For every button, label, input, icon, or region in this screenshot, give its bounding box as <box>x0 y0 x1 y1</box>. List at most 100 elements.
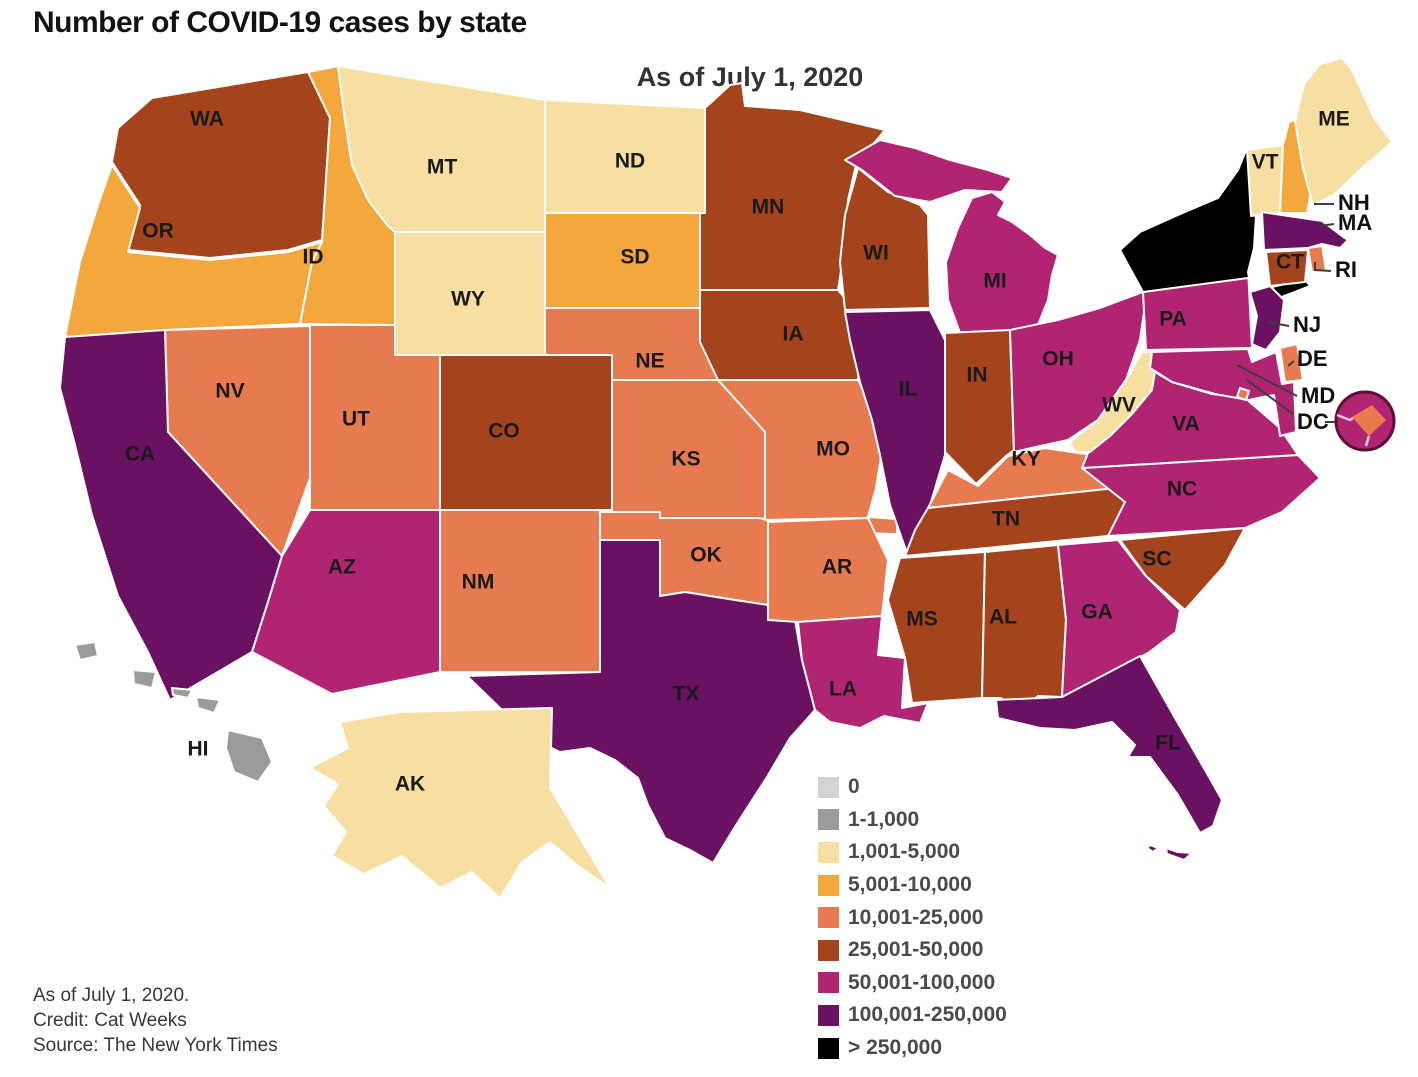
legend-label: 1,001-5,000 <box>848 840 961 864</box>
state-label-nv: NV <box>215 380 244 403</box>
state-label-nh: NH <box>1338 190 1370 215</box>
dc-inset-river-south <box>1364 435 1371 447</box>
callout-line-ri <box>1314 262 1332 272</box>
state-label-tn: TN <box>992 508 1020 531</box>
state-label-mn: MN <box>752 196 785 219</box>
state-la <box>797 615 929 729</box>
state-ma <box>1261 211 1349 251</box>
state-label-in: IN <box>967 364 988 387</box>
state-label-ri: RI <box>1335 257 1357 282</box>
state-label-co: CO <box>488 420 520 443</box>
state-ia <box>699 289 863 381</box>
state-label-pa: PA <box>1159 308 1187 331</box>
page-title: Number of COVID-19 cases by state <box>33 6 527 39</box>
legend-row-0: 0 <box>818 771 1007 804</box>
state-label-sd: SD <box>620 246 649 269</box>
credit-line-date: As of July 1, 2020. <box>33 985 190 1006</box>
state-label-oh: OH <box>1042 348 1074 371</box>
state-oh <box>1009 291 1147 453</box>
legend-label: 5,001-10,000 <box>848 873 972 897</box>
callout-line-md <box>1236 364 1298 397</box>
legend-row-2: 1,001-5,000 <box>818 836 1007 869</box>
state-label-az: AZ <box>328 556 356 579</box>
legend-label: 50,001-100,000 <box>848 970 996 994</box>
state-nj <box>1249 285 1285 351</box>
state-il <box>844 309 946 557</box>
callout-line-ma <box>1319 223 1335 227</box>
state-label-ky: KY <box>1011 448 1040 471</box>
state-label-ca: CA <box>125 443 155 466</box>
legend-label: > 250,000 <box>848 1036 943 1060</box>
legend-swatch <box>818 939 839 961</box>
state-label-wy: WY <box>451 288 485 311</box>
legend-label: 25,001-50,000 <box>848 938 984 962</box>
state-label-id: ID <box>303 246 324 269</box>
state-label-ut: UT <box>342 408 370 431</box>
state-label-vt: VT <box>1252 151 1279 174</box>
map-subtitle: As of July 1, 2020 <box>636 62 864 92</box>
state-label-nc: NC <box>1167 478 1197 501</box>
state-label-ok: OK <box>690 544 722 567</box>
state-label-wa: WA <box>190 108 224 131</box>
state-label-sc: SC <box>1142 548 1171 571</box>
state-ga <box>1057 539 1181 698</box>
state-co <box>439 354 613 511</box>
state-tn <box>904 485 1136 557</box>
callout-line-dc-left <box>1246 379 1294 415</box>
legend-swatch <box>818 972 839 994</box>
state-label-md: MD <box>1301 383 1335 408</box>
state-label-dc: DC <box>1297 409 1329 434</box>
state-label-fl: FL <box>1155 732 1181 755</box>
state-md <box>1149 348 1297 437</box>
state-wv <box>1069 351 1159 453</box>
state-ak <box>309 707 611 899</box>
legend-swatch <box>818 809 839 831</box>
state-label-me: ME <box>1318 108 1350 131</box>
state-wa <box>111 71 331 259</box>
state-label-ct: CT <box>1276 251 1304 274</box>
state-mi-lower <box>945 191 1059 334</box>
legend-row-3: 5,001-10,000 <box>818 869 1007 902</box>
credits: As of July 1, 2020. Credit: Cat Weeks So… <box>33 983 278 1058</box>
legend: 0 1-1,000 1,001-5,000 5,001-10,000 10,001-25… <box>818 771 1007 1064</box>
callout-line-de <box>1287 360 1295 367</box>
callout-line-nj <box>1267 321 1290 327</box>
legend-swatch <box>818 874 839 896</box>
state-label-ne: NE <box>635 350 664 373</box>
state-label-tx: TX <box>673 683 700 706</box>
legend-row-7: 100,001-250,000 <box>818 999 1007 1032</box>
state-label-hi: HI <box>188 738 209 761</box>
legend-swatch <box>818 907 839 929</box>
state-ct <box>1265 249 1309 287</box>
state-label-de: DE <box>1297 346 1328 371</box>
state-label-nm: NM <box>462 571 495 594</box>
dc-inset-district <box>1352 405 1386 436</box>
legend-swatch <box>818 1004 839 1026</box>
legend-row-6: 50,001-100,000 <box>818 967 1007 1000</box>
legend-label: 100,001-250,000 <box>848 1003 1007 1027</box>
credit-line-author: Credit: Cat Weeks <box>33 1010 187 1031</box>
legend-swatch <box>818 776 839 798</box>
state-fl-keys <box>1146 844 1193 861</box>
state-label-ms: MS <box>906 608 938 631</box>
state-label-wv: WV <box>1102 394 1136 417</box>
state-label-mi: MI <box>983 270 1006 293</box>
state-label-il: IL <box>899 378 918 401</box>
legend-label: 1-1,000 <box>848 807 920 831</box>
legend-row-5: 25,001-50,000 <box>818 934 1007 967</box>
legend-label: 0 <box>848 775 860 799</box>
state-fl <box>995 655 1223 834</box>
state-label-ar: AR <box>822 556 852 579</box>
legend-label: 10,001-25,000 <box>848 905 984 929</box>
state-label-ia: IA <box>783 323 804 346</box>
state-label-ks: KS <box>671 448 700 471</box>
state-label-al: AL <box>989 606 1017 629</box>
state-nc <box>1081 454 1321 537</box>
state-hi <box>74 641 273 783</box>
state-label-mo: MO <box>816 438 850 461</box>
state-label-ak: AK <box>395 773 425 796</box>
state-label-ma: MA <box>1338 210 1372 235</box>
legend-row-8: > 250,000 <box>818 1032 1007 1065</box>
